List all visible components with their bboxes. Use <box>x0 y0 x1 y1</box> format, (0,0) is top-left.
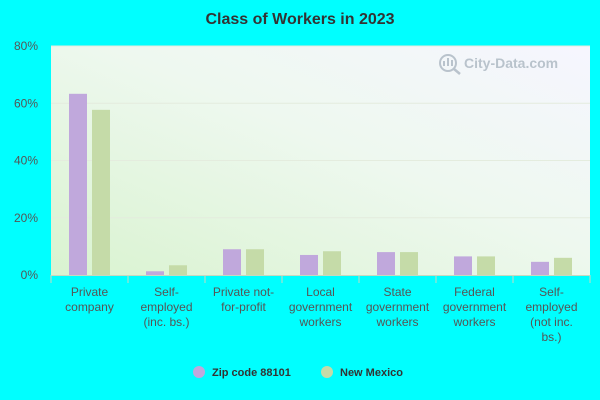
bar-new-mexico <box>169 265 187 275</box>
bar-zip-code <box>146 271 164 275</box>
category-label: Private not-for-profit <box>213 285 274 314</box>
bar-zip-code <box>223 249 241 275</box>
category-label-line: (not inc. <box>530 315 573 329</box>
bar-new-mexico <box>246 249 264 275</box>
legend: Zip code 88101 New Mexico <box>193 366 403 379</box>
category-label: Private company <box>65 285 114 314</box>
bars <box>69 93 572 276</box>
watermark-logo-icon <box>439 54 461 75</box>
category-label: Self-employed (not inc. bs.) <box>525 285 577 344</box>
category-label-line: employed <box>525 300 577 314</box>
category-label-line: workers <box>298 315 341 329</box>
category-label-line: Federal <box>454 285 495 299</box>
category-label-line: employed <box>140 300 192 314</box>
category-label-line: State <box>383 285 411 299</box>
y-tick-label: 60% <box>14 96 38 110</box>
y-tick-label: 20% <box>14 211 38 225</box>
category-label-line: Self- <box>154 285 179 299</box>
category-label-line: for-profit <box>221 300 266 314</box>
category-label-line: government <box>443 300 507 314</box>
category-label-line: bs.) <box>541 330 561 344</box>
legend-label: Zip code 88101 <box>212 367 291 379</box>
y-tick-label: 0% <box>21 268 39 282</box>
bar-zip-code <box>531 261 549 275</box>
y-tick-label: 80% <box>14 39 38 53</box>
bar-zip-code <box>454 256 472 275</box>
gridlines <box>51 45 590 219</box>
category-label-line: government <box>366 300 430 314</box>
category-label-line: (inc. bs.) <box>143 315 189 329</box>
category-label-line: workers <box>375 315 418 329</box>
legend-swatch <box>321 366 333 378</box>
category-label: Local government workers <box>289 285 353 329</box>
legend-swatch <box>193 366 205 378</box>
bar-new-mexico <box>92 109 110 276</box>
watermark: City-Data.com <box>439 54 558 75</box>
legend-label: New Mexico <box>340 367 403 379</box>
category-label-line: Private not- <box>213 285 274 299</box>
category-label-line: workers <box>452 315 495 329</box>
category-label-line: Private <box>71 285 109 299</box>
category-label-line: company <box>65 300 114 314</box>
bar-new-mexico <box>400 252 418 275</box>
y-axis-ticks: 0% 20% 40% 60% 80% <box>14 39 38 282</box>
category-label: State government workers <box>366 285 430 329</box>
bar-zip-code <box>300 254 318 275</box>
bar-zip-code <box>69 93 87 276</box>
y-tick-label: 40% <box>14 154 38 168</box>
chart-title: Class of Workers in 2023 <box>205 11 394 28</box>
category-label: Self-employed (inc. bs.) <box>140 285 192 329</box>
bar-new-mexico <box>323 251 341 275</box>
bar-zip-code <box>377 252 395 275</box>
category-label: Federal government workers <box>443 285 507 329</box>
category-label-line: Local <box>306 285 335 299</box>
bar-new-mexico <box>554 257 572 275</box>
bar-new-mexico <box>477 256 495 275</box>
category-label-line: Self- <box>539 285 564 299</box>
category-label-line: government <box>289 300 353 314</box>
watermark-text: City-Data.com <box>464 55 558 71</box>
